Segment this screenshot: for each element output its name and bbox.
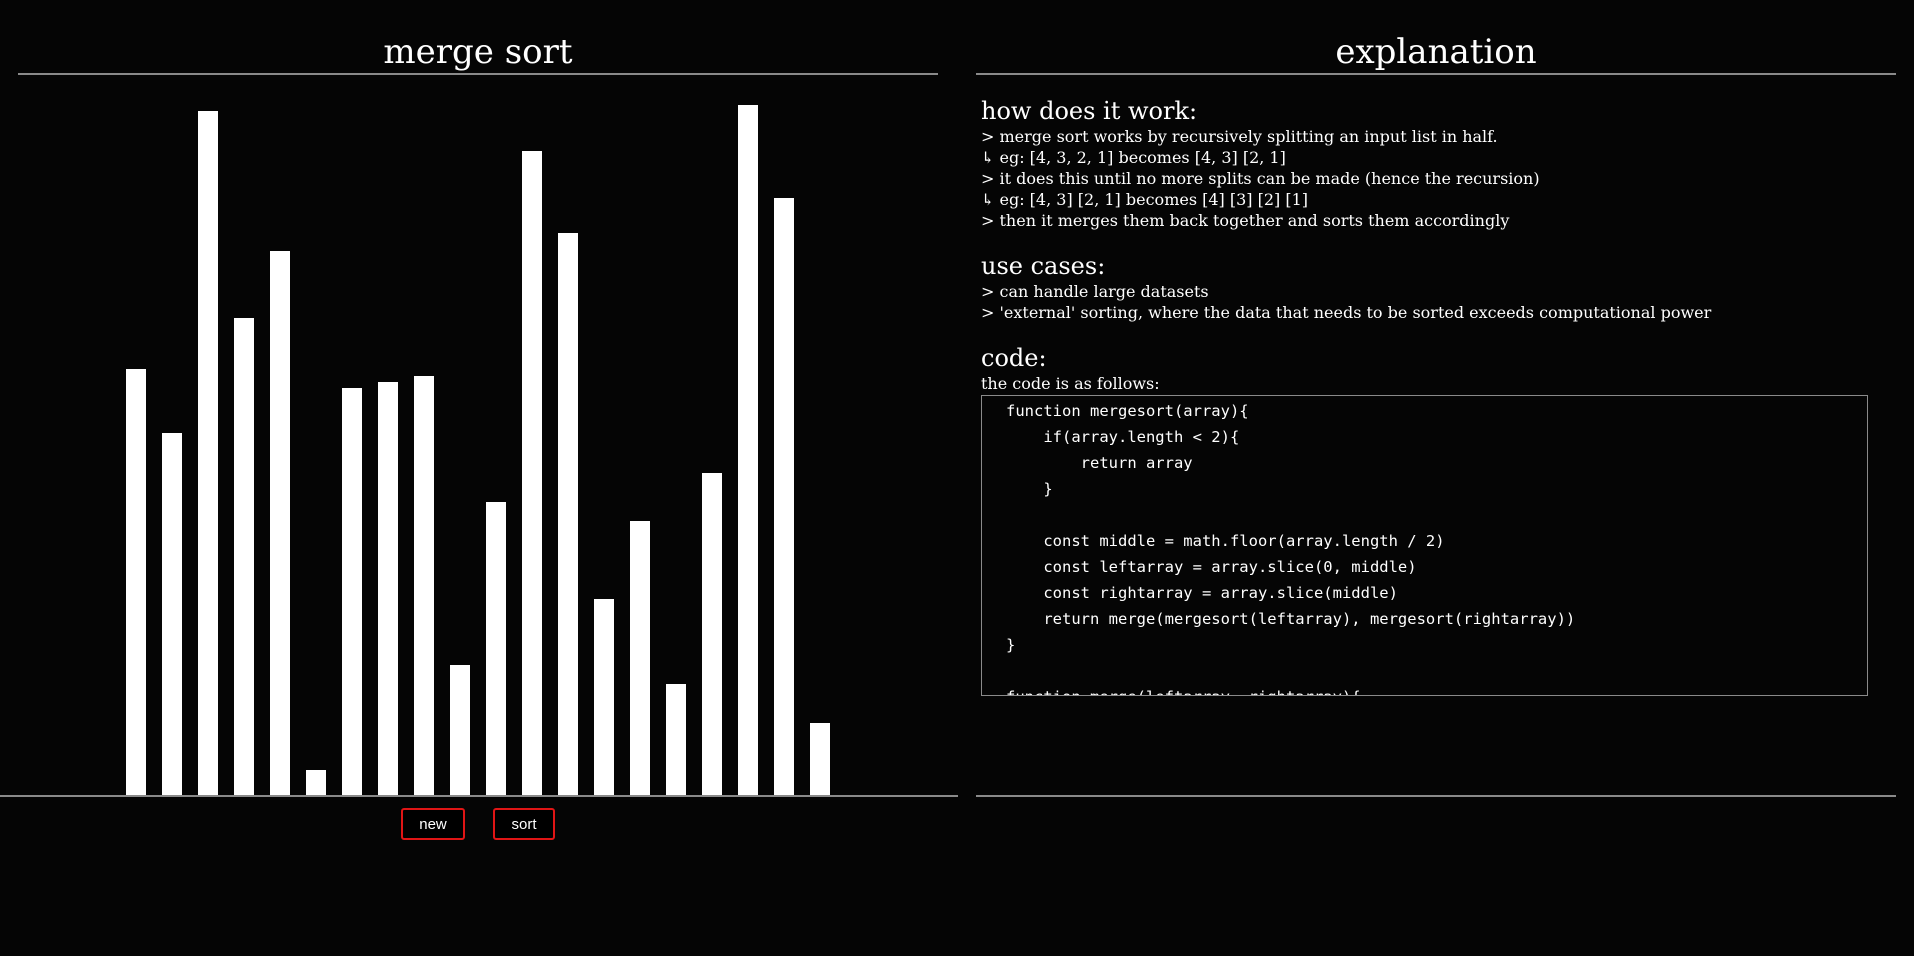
array-bar (270, 251, 290, 795)
sort-button[interactable]: sort (493, 808, 555, 840)
array-bar (738, 105, 758, 795)
array-bar (378, 382, 398, 795)
array-bar (162, 433, 182, 795)
title-divider (18, 73, 938, 75)
array-bar (774, 198, 794, 795)
use-cases-section: use cases: > can handle large datasets >… (981, 251, 1881, 323)
use-cases-heading: use cases: (981, 252, 1106, 280)
array-bar (666, 684, 686, 795)
how-line: > it does this until no more splits can … (981, 169, 1540, 188)
code-block[interactable]: function mergesort(array){ if(array.leng… (981, 395, 1868, 696)
array-bar (558, 233, 578, 795)
how-line: ↳ eg: [4, 3] [2, 1] becomes [4] [3] [2] … (981, 190, 1309, 209)
panel-baseline (976, 795, 1896, 797)
how-line: > merge sort works by recursively splitt… (981, 127, 1498, 146)
code-section: code: the code is as follows: (981, 343, 1881, 394)
array-bar (594, 599, 614, 795)
code-intro: the code is as follows: (981, 374, 1160, 393)
bar-chart (0, 0, 958, 796)
code-text: function mergesort(array){ if(array.leng… (1006, 402, 1576, 695)
explanation-panel: explanation how does it work: > merge so… (976, 0, 1896, 956)
how-it-works-section: how does it work: > merge sort works by … (981, 96, 1881, 231)
use-case-line: > can handle large datasets (981, 282, 1209, 301)
array-bar (234, 318, 254, 795)
array-bar (126, 369, 146, 795)
array-bar (342, 388, 362, 795)
array-bar (810, 723, 830, 795)
array-bar (198, 111, 218, 795)
visualizer-title: merge sort (383, 32, 573, 72)
explanation-title: explanation (1335, 32, 1537, 72)
how-line: ↳ eg: [4, 3, 2, 1] becomes [4, 3] [2, 1] (981, 148, 1286, 167)
how-it-works-heading: how does it work: (981, 97, 1198, 125)
array-bar (450, 665, 470, 795)
array-bar (414, 376, 434, 795)
code-heading: code: (981, 344, 1047, 372)
use-case-line: > 'external' sorting, where the data tha… (981, 303, 1712, 322)
new-array-button[interactable]: new (401, 808, 465, 840)
how-line: > then it merges them back together and … (981, 211, 1510, 230)
visualizer-panel: merge sort new sort (0, 0, 958, 840)
chart-baseline (0, 795, 958, 797)
title-divider (976, 73, 1896, 75)
array-bar (486, 502, 506, 795)
array-bar (522, 151, 542, 795)
array-bar (306, 770, 326, 795)
array-bar (702, 473, 722, 795)
array-bar (630, 521, 650, 795)
